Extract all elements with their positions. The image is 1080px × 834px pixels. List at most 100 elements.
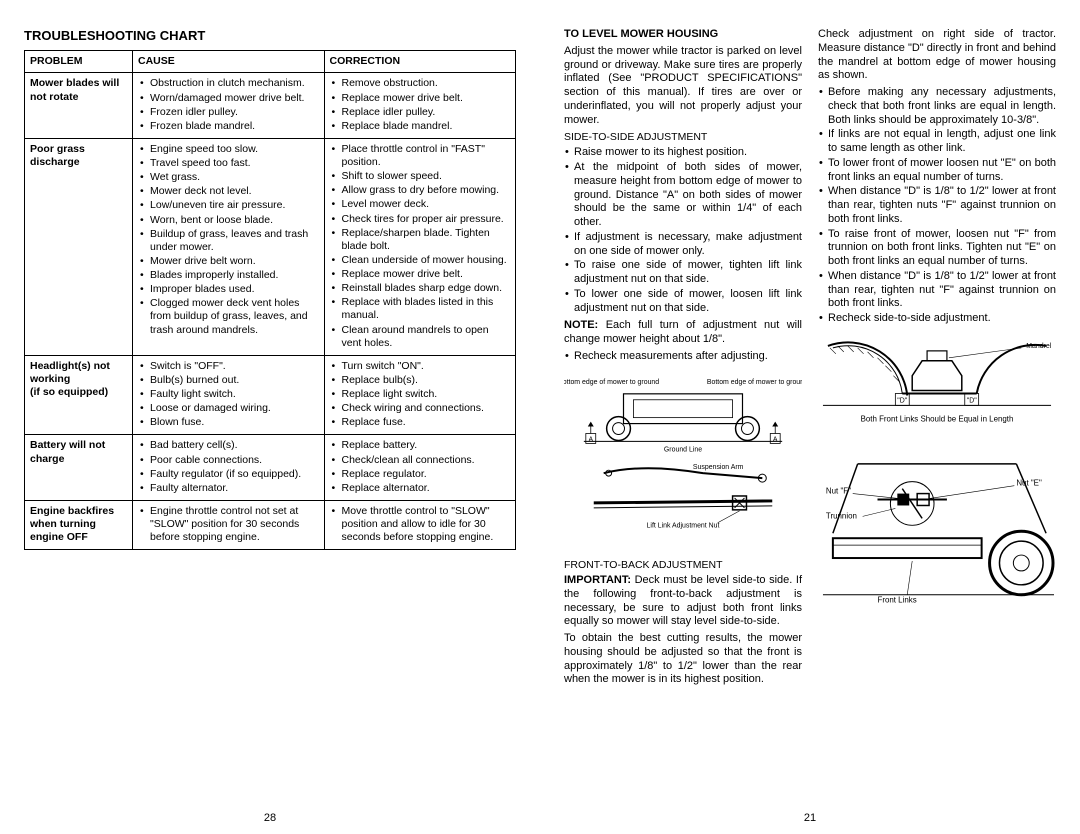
correction-item: Check tires for proper air pressure. xyxy=(330,213,511,226)
diag1-left-label: Bottom edge of mower to ground xyxy=(564,379,659,386)
front-heading: FRONT-TO-BACK ADJUSTMENT xyxy=(564,559,802,572)
correction-item: Level mower deck. xyxy=(330,198,511,211)
important-label: IMPORTANT: xyxy=(564,574,631,586)
list-item: To raise front of mower, loosen nut "F" … xyxy=(818,228,1056,269)
cause-item: Frozen blade mandrel. xyxy=(138,120,318,133)
correction-item: Replace blade mandrel. xyxy=(330,120,511,133)
cause-cell: Engine throttle control not set at "SLOW… xyxy=(133,500,324,549)
cause-item: Worn, bent or loose blade. xyxy=(138,214,318,227)
correction-item: Check wiring and connections. xyxy=(330,402,511,415)
intro-text: Adjust the mower while tractor is parked… xyxy=(564,45,802,128)
diag2-caption: Both Front Links Should be Equal in Leng… xyxy=(861,414,1014,423)
problem-cell: Mower blades will not rotate xyxy=(25,73,133,139)
troubleshooting-table: PROBLEM CAUSE CORRECTION Mower blades wi… xyxy=(24,50,516,550)
problem-cell: Poor grass discharge xyxy=(25,138,133,355)
diag2-nutF: Nut "F" xyxy=(826,486,851,495)
problem-cell: Battery will not charge xyxy=(25,435,133,501)
cause-item: Switch is "OFF". xyxy=(138,360,318,373)
cause-item: Wet grass. xyxy=(138,171,318,184)
important-line: IMPORTANT: Deck must be level side-to si… xyxy=(564,574,802,629)
diag1-right-label: Bottom edge of mower to ground xyxy=(707,379,802,386)
table-row: Engine backfires when turning engine OFF… xyxy=(25,500,516,549)
correction-item: Shift to slower speed. xyxy=(330,170,511,183)
cause-item: Faulty regulator (if so equipped). xyxy=(138,468,318,481)
front-link-diagram: Nut "F" Nut "E" Trunnion Front Links xyxy=(818,444,1056,613)
list-item: When distance "D" is 1/8" to 1/2" lower … xyxy=(818,185,1056,226)
list-item: When distance "D" is 1/8" to 1/2" lower … xyxy=(818,270,1056,311)
correction-item: Turn switch "ON". xyxy=(330,360,511,373)
correction-item: Allow grass to dry before mowing. xyxy=(330,184,511,197)
cause-item: Bulb(s) burned out. xyxy=(138,374,318,387)
col2-text1: Check adjustment on right side of tracto… xyxy=(818,28,1056,83)
mandrel-diagram: "D" "D" Mandrel Both Front Links Should … xyxy=(818,336,1056,425)
page-number-left: 28 xyxy=(0,812,540,826)
table-row: Headlight(s) not working(if so equipped)… xyxy=(25,355,516,435)
table-row: Battery will not chargeBad battery cell(… xyxy=(25,435,516,501)
cause-cell: Switch is "OFF".Bulb(s) burned out.Fault… xyxy=(133,355,324,435)
cause-item: Blown fuse. xyxy=(138,416,318,429)
correction-item: Clean around mandrels to open vent holes… xyxy=(330,324,511,350)
right-col-2: Check adjustment on right side of tracto… xyxy=(818,28,1056,690)
th-cause: CAUSE xyxy=(133,51,324,73)
correction-cell: Remove obstruction.Replace mower drive b… xyxy=(324,73,516,139)
cause-item: Mower drive belt worn. xyxy=(138,255,318,268)
th-problem: PROBLEM xyxy=(25,51,133,73)
correction-item: Replace alternator. xyxy=(330,482,511,495)
cause-item: Mower deck not level. xyxy=(138,185,318,198)
list-item: Recheck side-to-side adjustment. xyxy=(818,312,1056,326)
note-text: Each full turn of adjustment nut will ch… xyxy=(564,319,802,345)
side-bullets: Raise mower to its highest position.At t… xyxy=(564,146,802,315)
cause-item: Poor cable connections. xyxy=(138,454,318,467)
diag2-frontlinks: Front Links xyxy=(878,595,917,604)
cause-item: Frozen idler pulley. xyxy=(138,106,318,119)
th-correction: CORRECTION xyxy=(324,51,516,73)
correction-item: Move throttle control to "SLOW" position… xyxy=(330,505,511,544)
cause-item: Improper blades used. xyxy=(138,283,318,296)
correction-item: Replace mower drive belt. xyxy=(330,268,511,281)
level-housing-title: TO LEVEL MOWER HOUSING xyxy=(564,28,802,42)
diag2-d-left: "D" xyxy=(897,397,907,404)
correction-item: Replace idler pulley. xyxy=(330,106,511,119)
cause-item: Obstruction in clutch mechanism. xyxy=(138,77,318,90)
problem-cell: Engine backfires when turning engine OFF xyxy=(25,500,133,549)
side-adjust-diagram: Bottom edge of mower to ground Bottom ed… xyxy=(564,374,802,543)
correction-item: Replace light switch. xyxy=(330,388,511,401)
diag2-d-right: "D" xyxy=(967,397,977,404)
list-item: At the midpoint of both sides of mower, … xyxy=(564,161,802,230)
list-item: If links are not equal in length, adjust… xyxy=(818,128,1056,156)
correction-item: Check/clean all connections. xyxy=(330,454,511,467)
page-number-right: 21 xyxy=(540,812,1080,826)
cause-item: Faulty light switch. xyxy=(138,388,318,401)
correction-item: Replace/sharpen blade. Tighten blade bol… xyxy=(330,227,511,253)
diag1-a-right: A xyxy=(773,436,778,443)
troubleshooting-title: TROUBLESHOOTING CHART xyxy=(24,28,516,44)
list-item: Recheck measurements after adjusting. xyxy=(564,350,802,364)
cause-item: Faulty alternator. xyxy=(138,482,318,495)
list-item: To raise one side of mower, tighten lift… xyxy=(564,259,802,287)
cause-item: Buildup of grass, leaves and trash under… xyxy=(138,228,318,254)
col2-bullets: Before making any necessary adjustments,… xyxy=(818,86,1056,326)
cause-item: Loose or damaged wiring. xyxy=(138,402,318,415)
note-label: NOTE: xyxy=(564,319,598,331)
correction-item: Clean underside of mower housing. xyxy=(330,254,511,267)
list-item: Before making any necessary adjustments,… xyxy=(818,86,1056,127)
cause-cell: Engine speed too slow.Travel speed too f… xyxy=(133,138,324,355)
page-right: TO LEVEL MOWER HOUSING Adjust the mower … xyxy=(540,0,1080,834)
correction-item: Place throttle control in "FAST" positio… xyxy=(330,143,511,169)
correction-item: Replace bulb(s). xyxy=(330,374,511,387)
diag2-mandrel: Mandrel xyxy=(1026,343,1052,350)
correction-cell: Move throttle control to "SLOW" position… xyxy=(324,500,516,549)
list-item: To lower one side of mower, loosen lift … xyxy=(564,288,802,316)
correction-item: Reinstall blades sharp edge down. xyxy=(330,282,511,295)
diag1-a-left: A xyxy=(588,436,593,443)
list-item: If adjustment is necessary, make adjustm… xyxy=(564,231,802,259)
diag1-ground: Ground Line xyxy=(664,446,702,453)
diag2-nutE: Nut "E" xyxy=(1016,478,1042,487)
correction-item: Replace with blades listed in this manua… xyxy=(330,296,511,322)
cause-item: Worn/damaged mower drive belt. xyxy=(138,92,318,105)
cause-item: Low/uneven tire air pressure. xyxy=(138,199,318,212)
cause-cell: Bad battery cell(s).Poor cable connectio… xyxy=(133,435,324,501)
side-heading: SIDE-TO-SIDE ADJUSTMENT xyxy=(564,131,802,144)
correction-cell: Place throttle control in "FAST" positio… xyxy=(324,138,516,355)
problem-cell: Headlight(s) not working(if so equipped) xyxy=(25,355,133,435)
